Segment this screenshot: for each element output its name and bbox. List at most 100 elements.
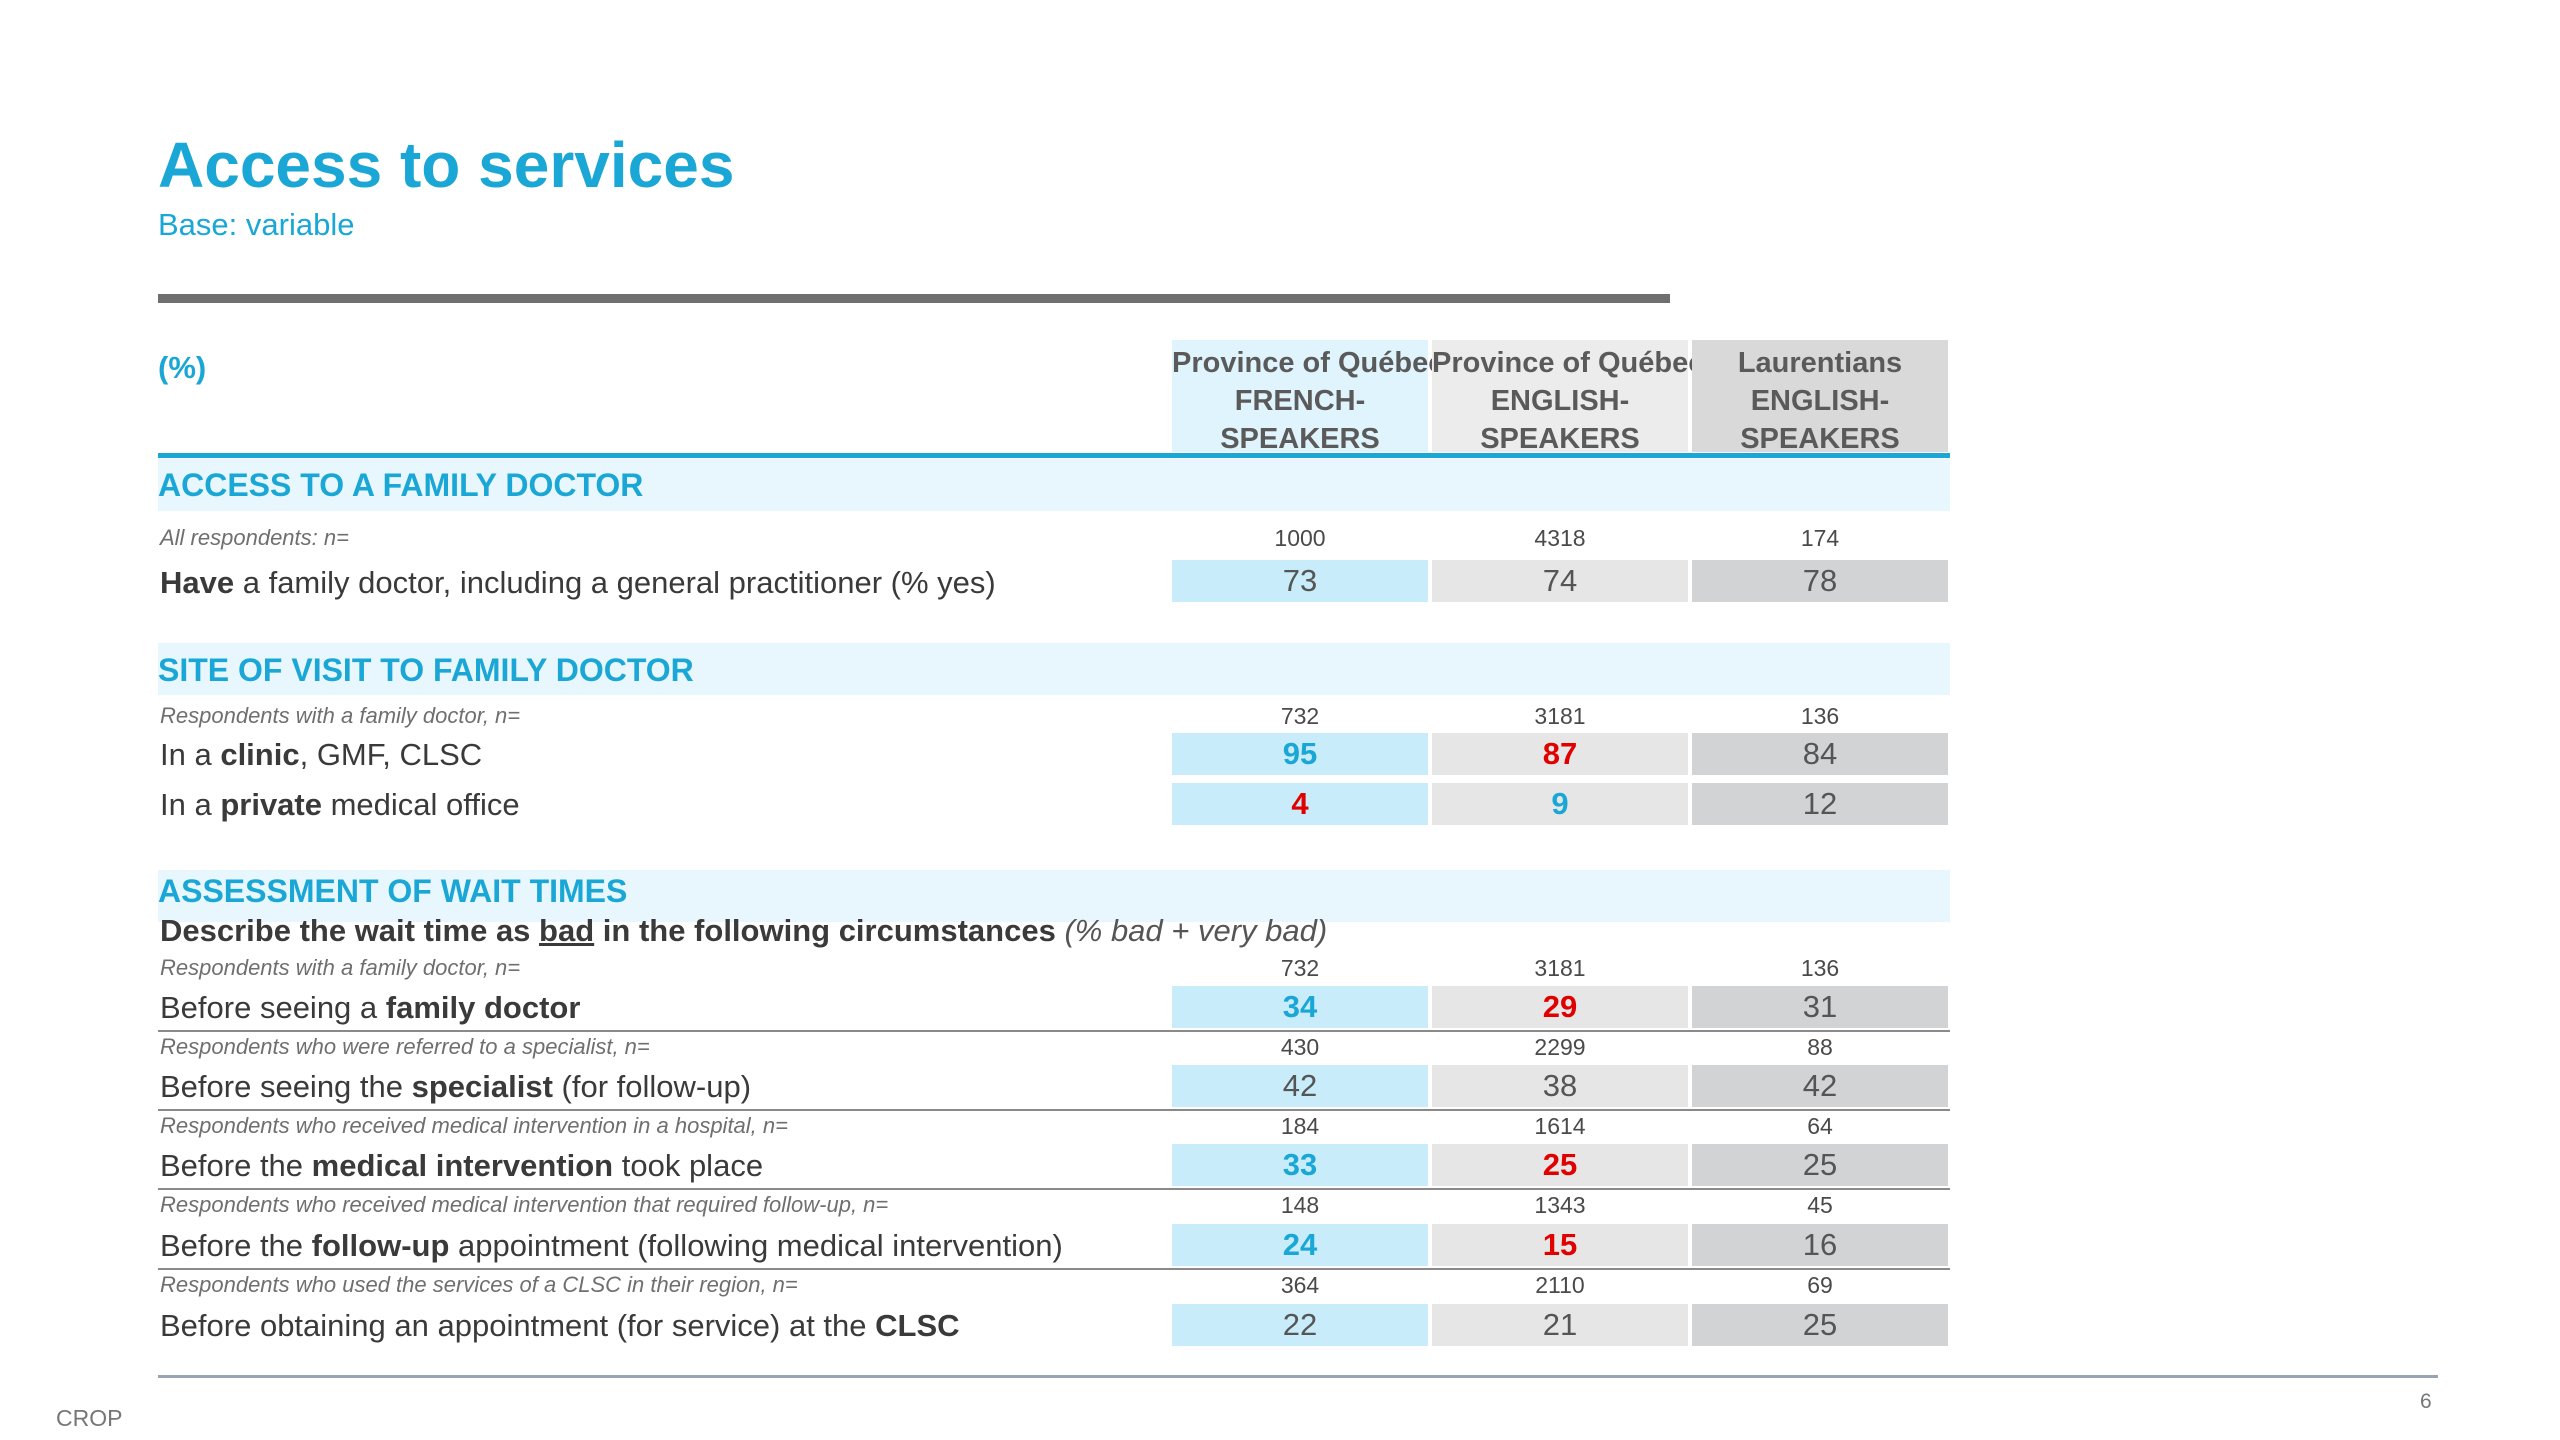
row-label-bold: family doctor [385, 990, 581, 1025]
table-cell: 9 [1432, 783, 1688, 825]
base-n: 2110 [1535, 1272, 1585, 1298]
row-label-text: (for follow-up) [552, 1069, 752, 1104]
base-n: 4318 [1534, 525, 1586, 551]
table-cell: 84 [1692, 733, 1948, 775]
row-label-bold: CLSC [875, 1308, 960, 1343]
column-header-laurentians-english: Laurentians ENGLISH- SPEAKERS [1692, 340, 1948, 455]
base-n: 1343 [1534, 1192, 1586, 1218]
base-n: 136 [1800, 955, 1840, 981]
table-cell: 12 [1692, 783, 1948, 825]
row-label-text: medical office [322, 787, 520, 822]
row-divider [158, 1188, 1950, 1190]
column-header-line: Province of Québec [1172, 347, 1445, 379]
base-n: 1000 [1274, 525, 1326, 551]
column-header-line: SPEAKERS [1480, 423, 1640, 455]
row-label-text: Before obtaining an appointment (for ser… [160, 1308, 876, 1343]
subheading-underlined: bad [539, 913, 595, 948]
row-label-intervention-wait: Before the medical intervention took pla… [160, 1148, 763, 1184]
row-label-private-office: In a private medical office [160, 787, 520, 823]
table-cell: 87 [1432, 733, 1688, 775]
wait-times-subheading: Describe the wait time as bad in the fol… [160, 913, 1327, 949]
base-label: Respondents who received medical interve… [160, 1113, 788, 1138]
row-label-follow-up-wait: Before the follow-up appointment (follow… [160, 1228, 1063, 1264]
column-header-line: Province of Québec [1432, 347, 1705, 379]
base-n: 148 [1280, 1192, 1320, 1218]
table-cell: 29 [1432, 986, 1688, 1028]
table-cell: 42 [1172, 1065, 1428, 1107]
base-n: 732 [1280, 955, 1320, 981]
base-n: 732 [1280, 703, 1320, 729]
base-n: 364 [1280, 1272, 1320, 1298]
section-band [158, 459, 1950, 511]
table-cell: 15 [1432, 1224, 1688, 1266]
base-n: 184 [1280, 1113, 1320, 1139]
table-cell: 16 [1692, 1224, 1948, 1266]
table-cell: 33 [1172, 1144, 1428, 1186]
table-cell: 25 [1692, 1144, 1948, 1186]
row-label-clinic: In a clinic, GMF, CLSC [160, 737, 482, 773]
table-cell: 42 [1692, 1065, 1948, 1107]
unit-label: (%) [158, 350, 207, 385]
row-label-text: Before seeing the [160, 1069, 412, 1104]
table-cell: 25 [1432, 1144, 1688, 1186]
row-divider [158, 1268, 1950, 1270]
row-label-text: Before seeing a [160, 990, 386, 1025]
title-rule [158, 294, 1670, 303]
column-header-quebec-english: Province of Québec ENGLISH- SPEAKERS [1432, 340, 1705, 455]
row-label-bold: private [220, 787, 322, 822]
column-header-line: SPEAKERS [1740, 423, 1900, 455]
row-label-text: , GMF, CLSC [299, 737, 483, 772]
table-cell: 4 [1172, 783, 1428, 825]
row-label-text: appointment (following medical intervent… [449, 1228, 1063, 1263]
row-label-bold: specialist [411, 1069, 553, 1104]
section-title-wait-times: ASSESSMENT OF WAIT TIMES [158, 873, 628, 909]
column-header-quebec-french: Province of Québec FRENCH- SPEAKERS [1172, 340, 1445, 455]
column-header-line: SPEAKERS [1220, 423, 1380, 455]
base-n: 1614 [1534, 1113, 1586, 1139]
row-label-text: a family doctor, including a general pra… [234, 565, 996, 600]
row-label-clsc-wait: Before obtaining an appointment (for ser… [160, 1308, 960, 1344]
header-rule [158, 453, 1950, 458]
row-label-family-doctor-wait: Before seeing a family doctor [160, 990, 580, 1026]
row-label-bold: Have [160, 565, 235, 600]
base-label: Respondents who received medical interve… [160, 1192, 889, 1217]
column-header-line: Laurentians [1737, 347, 1903, 379]
row-label-text: Before the [160, 1148, 312, 1183]
base-n: 64 [1807, 1113, 1833, 1139]
base-label: Respondents who used the services of a C… [160, 1272, 798, 1297]
base-n: 430 [1280, 1034, 1320, 1060]
table-cell: 95 [1172, 733, 1428, 775]
base-label: All respondents: n= [160, 525, 349, 550]
row-label-have-family-doctor: Have a family doctor, including a genera… [160, 565, 996, 601]
row-divider [158, 1109, 1950, 1111]
base-label: Respondents with a family doctor, n= [160, 955, 521, 980]
section-title-family-doctor: ACCESS TO A FAMILY DOCTOR [158, 467, 644, 503]
base-n: 3181 [1534, 703, 1586, 729]
base-n: 174 [1800, 525, 1840, 551]
base-n: 2299 [1534, 1034, 1586, 1060]
column-header-line: FRENCH- [1234, 385, 1366, 417]
column-header-line: ENGLISH- [1490, 385, 1630, 417]
table-cell: 25 [1692, 1304, 1948, 1346]
section-band [158, 870, 1950, 922]
table-cell: 73 [1172, 560, 1428, 602]
row-divider [158, 1030, 1950, 1032]
base-n: 3181 [1534, 955, 1586, 981]
row-label-text: In a [160, 787, 221, 822]
footer-rule [158, 1375, 2438, 1378]
table-cell: 24 [1172, 1224, 1428, 1266]
column-header-line: ENGLISH- [1750, 385, 1890, 417]
section-band [158, 643, 1950, 695]
row-label-text: took place [613, 1148, 764, 1183]
page-subtitle: Base: variable [158, 207, 355, 242]
base-n: 136 [1800, 703, 1840, 729]
table-cell: 31 [1692, 986, 1948, 1028]
row-label-bold: follow-up [311, 1228, 450, 1263]
row-label-text: Before the [160, 1228, 312, 1263]
row-label-specialist-wait: Before seeing the specialist (for follow… [160, 1069, 751, 1105]
table-cell: 21 [1432, 1304, 1688, 1346]
row-label-bold: medical intervention [311, 1148, 614, 1183]
base-n: 69 [1807, 1272, 1833, 1298]
page-title: Access to services [158, 129, 735, 201]
section-title-site-of-visit: SITE OF VISIT TO FAMILY DOCTOR [158, 652, 694, 688]
